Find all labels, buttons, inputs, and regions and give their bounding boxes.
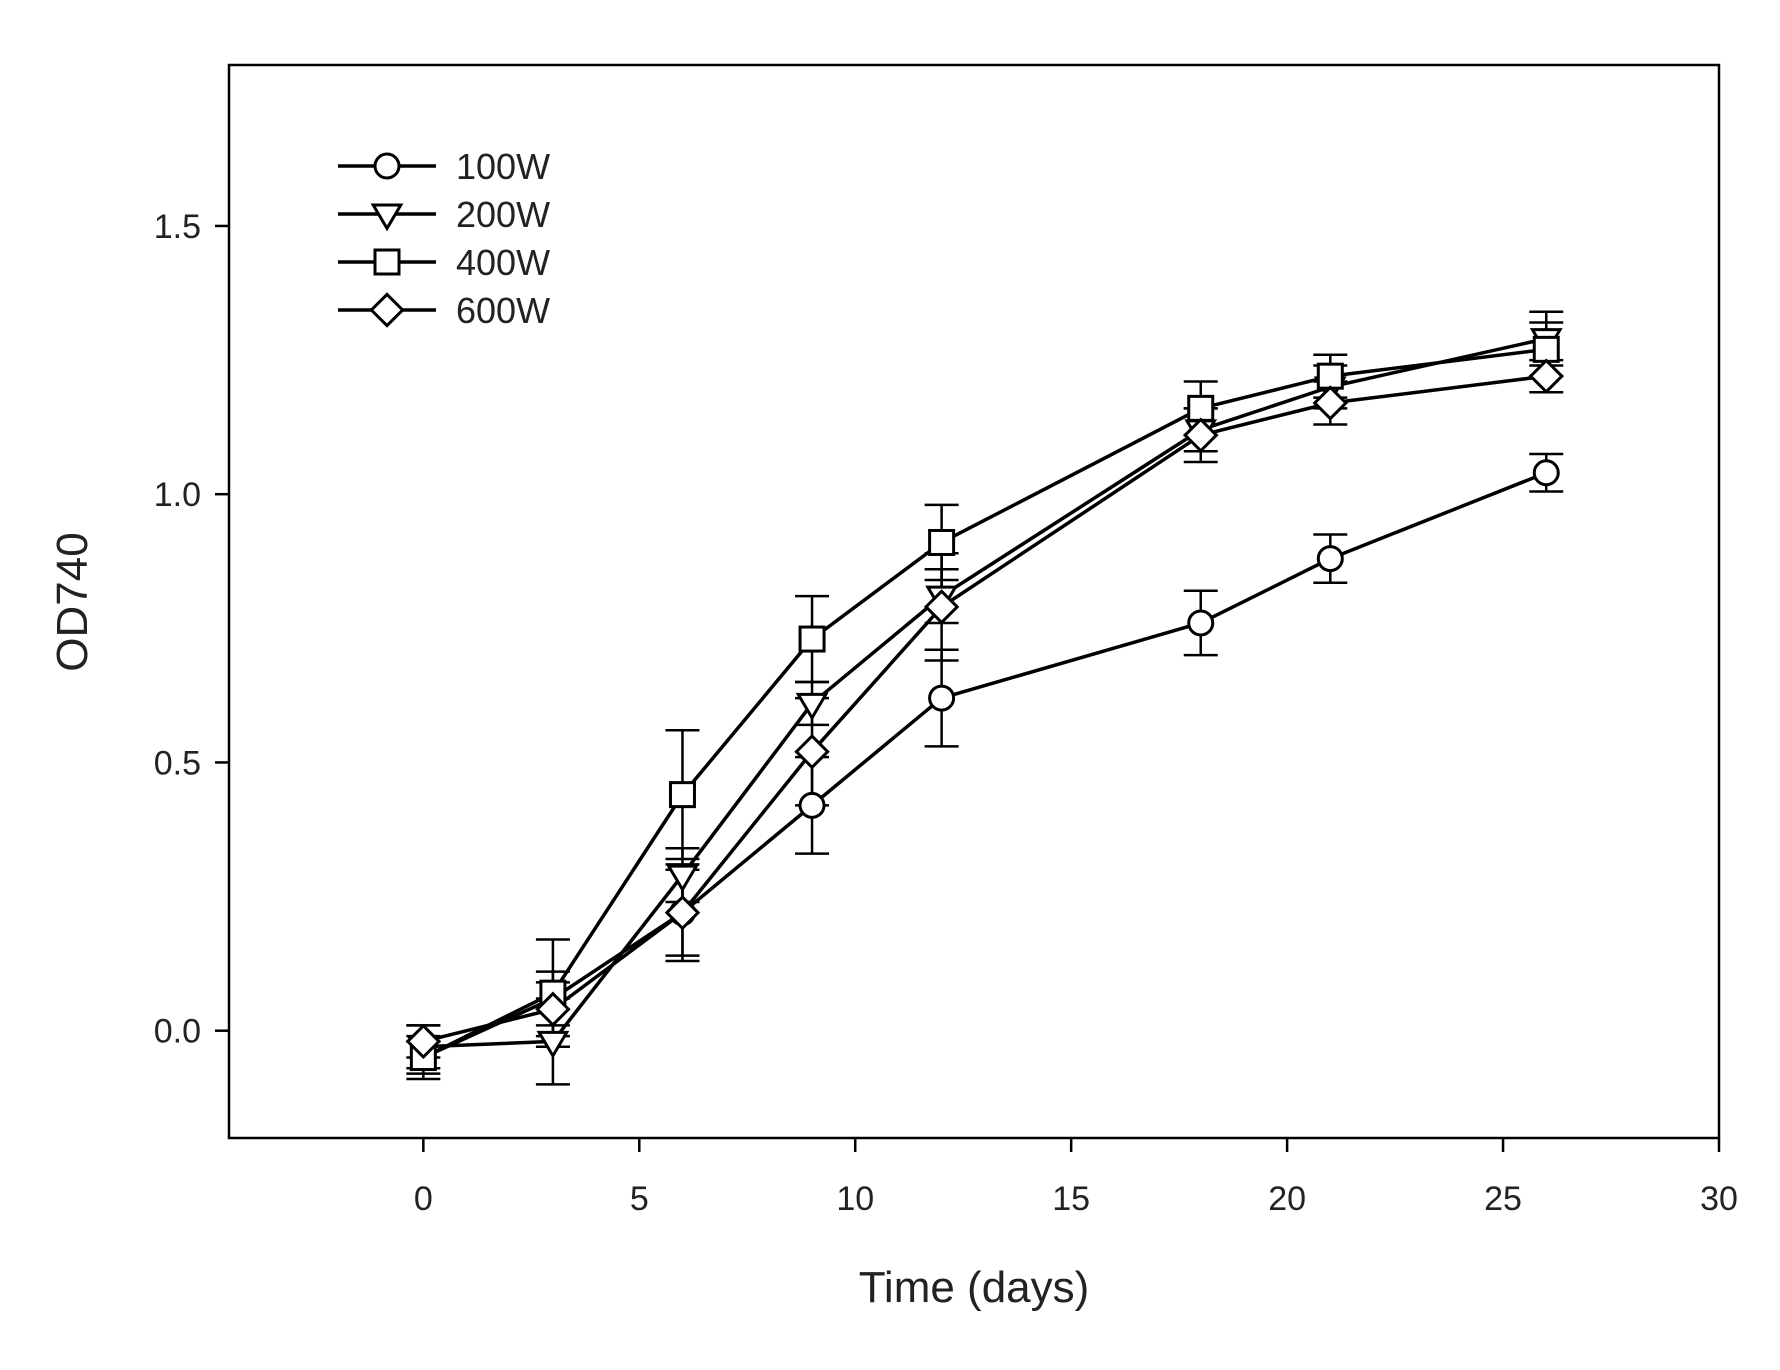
data-point-100W	[1316, 545, 1344, 573]
x-tick-label: 10	[836, 1180, 874, 1218]
data-point-600W	[405, 1023, 442, 1060]
legend-marker-200W	[370, 203, 404, 232]
error-bars-400W	[406, 321, 1564, 1075]
data-point-400W	[1187, 394, 1215, 422]
x-tick-label: 20	[1268, 1180, 1306, 1218]
y-axis-title: OD740	[48, 532, 97, 671]
legend-marker-100W	[373, 152, 401, 180]
plot-frame	[227, 63, 1721, 1140]
data-point-600W	[794, 733, 830, 770]
markers-600W	[405, 358, 1564, 1060]
y-tick-label: 0.0	[154, 1013, 201, 1051]
x-tick-label: 0	[414, 1180, 433, 1218]
data-point-600W	[1528, 358, 1564, 394]
x-tick-label: 25	[1484, 1180, 1522, 1218]
data-point-400W	[1532, 335, 1560, 363]
legend: 100W 200W 400W 600W	[338, 146, 550, 331]
data-point-200W	[666, 864, 699, 893]
data-point-600W	[1312, 385, 1349, 421]
y-tick-label: 1.0	[154, 476, 201, 514]
data-point-600W	[664, 894, 701, 931]
series-line-400W	[422, 347, 1547, 1060]
series-line-100W	[422, 471, 1547, 1060]
legend-marker-600W	[369, 292, 405, 328]
series-line-200W	[423, 336, 1547, 1049]
data-point-600W	[1183, 417, 1219, 453]
data-point-600W	[535, 991, 571, 1027]
x-tick-label: 30	[1700, 1180, 1738, 1218]
legend-label-400W: 400W	[456, 242, 550, 283]
legend-label-100W: 100W	[456, 146, 550, 187]
series-line-600W	[422, 374, 1547, 1044]
data-point-100W	[928, 684, 956, 712]
data-point-400W	[668, 781, 696, 809]
x-tick-label: 15	[1052, 1180, 1090, 1218]
legend-marker-400W	[373, 248, 401, 276]
data-point-400W	[1316, 362, 1344, 390]
legend-label-600W: 600W	[456, 290, 550, 331]
x-axis-title: Time (days)	[859, 1263, 1090, 1312]
data-point-100W	[798, 791, 826, 819]
data-point-100W	[1532, 459, 1560, 487]
markers-400W	[409, 335, 1560, 1072]
data-point-400W	[928, 528, 956, 556]
y-tick-label: 1.5	[154, 208, 201, 246]
error-bars-100W	[406, 452, 1564, 1081]
data-point-100W	[1187, 609, 1215, 637]
legend-label-200W: 200W	[456, 194, 550, 235]
y-tick-label: 0.5	[154, 744, 201, 782]
error-bars-200W	[406, 310, 1564, 1086]
data-point-400W	[798, 625, 826, 653]
y-axis-ticks: 0.0 0.5 1.0 1.5	[154, 208, 229, 1051]
x-axis-ticks: 0 5 10 15 20 25 30	[414, 1138, 1738, 1218]
data-point-200W	[795, 692, 829, 721]
series-layer	[405, 310, 1564, 1086]
data-point-200W	[536, 1030, 570, 1059]
x-tick-label: 5	[630, 1180, 649, 1218]
data-point-600W	[923, 589, 960, 625]
